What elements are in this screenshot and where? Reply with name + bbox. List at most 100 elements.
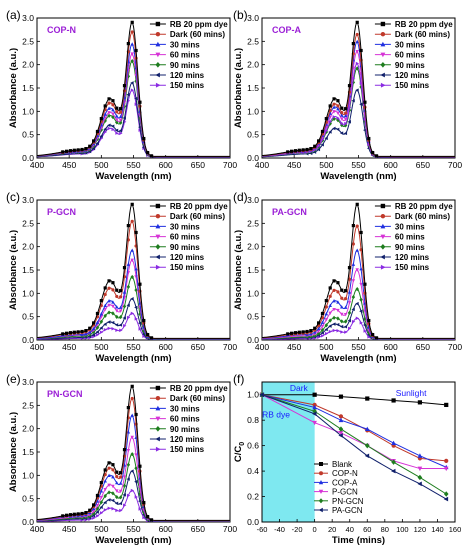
data-point [365,396,370,401]
data-point [99,319,104,324]
data-point [122,104,127,109]
data-point [96,333,100,337]
x-tick-label: 500 [94,342,108,352]
legend-marker [380,254,385,260]
data-point [87,330,92,334]
series-line [37,276,230,340]
y-tick-label: 2.5 [22,36,34,46]
data-point [336,104,340,108]
data-point [417,400,423,405]
data-point [103,286,107,290]
data-point [123,324,127,328]
data-point [126,74,131,79]
data-point [340,305,344,309]
x-tick-label: 140 [431,525,444,534]
data-point [312,392,317,397]
data-point [119,508,123,513]
data-point [344,330,348,334]
data-point [107,498,111,502]
data-point [134,79,138,84]
y-tick-label: 2.0 [22,242,34,252]
data-point [340,121,344,126]
data-point [68,149,73,153]
series-line [262,89,455,158]
data-point [107,461,111,465]
data-point [118,489,123,494]
data-point [355,20,359,24]
data-point [107,490,111,495]
data-point [149,518,154,522]
spectra-panel: (d) 400 450 500 550 600 650 700 0.0 0.5 1.0 1.5 2.0 2… [233,190,462,364]
data-point [336,316,340,321]
sample-tag: COP-N [47,25,76,35]
data-point [115,480,119,485]
legend-marker [155,425,161,432]
data-point [99,299,103,303]
data-point [80,147,84,152]
data-point [309,329,313,333]
data-point [332,115,336,119]
data-point [338,417,344,423]
data-point [134,466,138,471]
x-tick-label: 160 [449,525,462,534]
data-point [324,299,328,303]
data-point [126,315,131,320]
legend-marker [155,223,161,229]
data-point [130,42,134,46]
data-point [134,102,138,107]
data-point [115,470,119,474]
data-point [355,287,359,292]
data-point [126,462,131,467]
data-point [344,111,348,115]
data-point [111,484,115,489]
x-tick-label: -60 [257,525,268,534]
data-point [134,267,138,271]
data-point [72,512,76,516]
data-point [146,514,150,519]
data-point [317,321,321,325]
legend-marker [318,507,323,513]
legend-label: RB 20 ppm dye [395,20,453,29]
data-point [91,326,96,331]
data-point [99,312,104,316]
legend-label: COP-A [332,478,358,487]
data-point [103,104,107,108]
x-tick-label: 400 [30,160,44,170]
x-axis-label: Time (mins) [332,535,385,546]
data-point [111,107,115,112]
data-point [111,506,115,511]
y-tick-label: 0.5 [22,312,34,322]
data-point [324,327,328,332]
data-point [111,463,115,467]
data-point [95,320,100,324]
data-point [336,281,340,285]
x-axis-label: Wavelength (nm) [320,353,396,364]
data-point [88,508,92,512]
legend-label: PN-GCN [332,497,364,506]
data-point [355,61,360,66]
data-point [115,314,119,319]
legend-marker [155,446,161,452]
legend-label: 90 mins [170,425,200,434]
data-point [130,88,135,92]
data-point [103,303,107,308]
data-point [119,471,123,475]
data-point [107,279,111,283]
plot-frame [261,381,456,523]
x-tick-label: 500 [319,342,333,352]
data-point [130,413,134,417]
data-point [130,258,134,262]
legend-label: Dark (60 mins) [395,212,450,221]
x-tick-label: 0 [313,525,317,534]
data-point [103,112,107,116]
data-point [111,300,115,304]
data-point [355,224,359,228]
data-point [286,150,290,154]
y-tick-label: 2.5 [22,400,34,410]
legend-marker [380,72,385,78]
data-point [107,326,111,331]
x-tick-label: -20 [292,525,303,534]
data-point [126,303,130,308]
x-tick-label: 400 [30,342,44,352]
data-point [355,301,359,306]
